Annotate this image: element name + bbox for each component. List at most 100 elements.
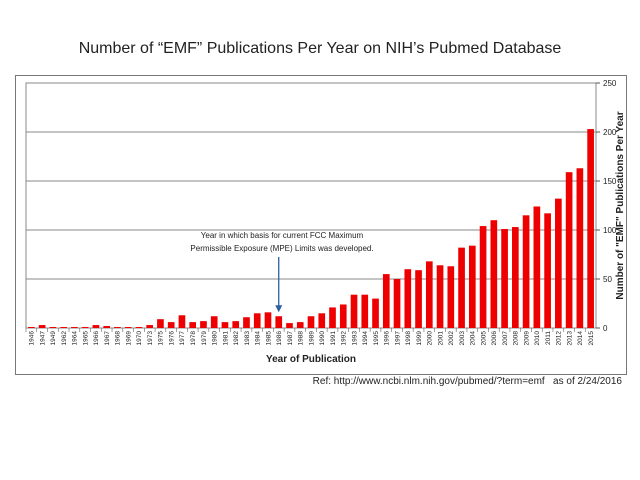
bar bbox=[565, 172, 573, 328]
x-tick-label: 1976 bbox=[168, 331, 175, 346]
bar bbox=[425, 261, 433, 328]
bar bbox=[404, 269, 412, 328]
bar bbox=[490, 220, 498, 328]
bar bbox=[468, 245, 476, 328]
bar bbox=[146, 325, 154, 328]
bar bbox=[275, 316, 283, 328]
bar bbox=[436, 265, 444, 328]
x-tick-label: 1992 bbox=[341, 331, 348, 346]
x-tick-label: 1965 bbox=[82, 331, 89, 346]
x-tick-label: 1980 bbox=[212, 331, 219, 346]
bar bbox=[157, 319, 164, 328]
x-tick-label: 2010 bbox=[534, 331, 541, 346]
x-tick-label: 1966 bbox=[93, 331, 100, 346]
bar bbox=[135, 327, 143, 328]
x-tick-label: 1946 bbox=[29, 331, 36, 346]
chart-frame: 0 50 100 150 200 250 1946 1947 1949 1962 1964 1965 1… bbox=[15, 75, 627, 375]
x-tick-label: 1983 bbox=[244, 331, 251, 346]
x-tick-label: 1996 bbox=[384, 331, 391, 346]
bar bbox=[200, 321, 207, 328]
x-tick-label: 2000 bbox=[427, 331, 434, 346]
x-tick-label: 1962 bbox=[61, 331, 68, 346]
bar bbox=[447, 266, 455, 328]
y-tick-label: 50 bbox=[603, 275, 612, 284]
y-tick-label: 100 bbox=[603, 226, 617, 235]
x-tick-label: 1991 bbox=[330, 331, 337, 346]
x-tick-label: 2008 bbox=[513, 331, 520, 346]
x-tick-label: 2007 bbox=[502, 331, 509, 346]
bar bbox=[307, 316, 315, 328]
bar bbox=[393, 279, 401, 328]
x-tick-label: 1987 bbox=[287, 331, 294, 346]
x-tick-label: 1978 bbox=[190, 331, 197, 346]
annotation-arrow-head bbox=[275, 305, 283, 313]
bar bbox=[339, 304, 347, 328]
x-tick-label: 1949 bbox=[50, 331, 57, 346]
x-tick-label: 1988 bbox=[298, 331, 305, 346]
bar bbox=[178, 315, 186, 328]
bar bbox=[479, 226, 487, 328]
bar bbox=[501, 229, 508, 328]
y-tick-label: 150 bbox=[603, 177, 617, 186]
x-tick-label: 2009 bbox=[523, 331, 530, 346]
reference-note: Ref: http://www.ncbi.nlm.nih.gov/pubmed/… bbox=[312, 376, 622, 387]
x-tick-label: 2012 bbox=[556, 331, 563, 346]
x-tick-label: 1984 bbox=[255, 331, 262, 346]
bar bbox=[38, 325, 46, 328]
x-tick-label: 1995 bbox=[373, 331, 380, 346]
x-tick-label: 1997 bbox=[394, 331, 401, 346]
x-tick-label: 2011 bbox=[545, 331, 552, 345]
bar bbox=[232, 321, 240, 328]
x-tick-label: 1993 bbox=[351, 331, 358, 346]
bar bbox=[286, 323, 293, 328]
bar bbox=[350, 294, 358, 328]
y-tick-label: 0 bbox=[603, 324, 608, 333]
x-tick-label: 2015 bbox=[588, 331, 595, 346]
bar bbox=[167, 322, 175, 328]
plot-area bbox=[25, 82, 597, 329]
x-tick-label: 1973 bbox=[147, 331, 154, 346]
bar bbox=[221, 322, 229, 328]
bar bbox=[210, 316, 218, 328]
x-tick-label: 2004 bbox=[470, 331, 477, 346]
bar bbox=[522, 215, 530, 328]
bar bbox=[264, 312, 272, 328]
bar bbox=[114, 327, 121, 328]
x-tick-label: 2001 bbox=[437, 331, 444, 346]
bar bbox=[296, 322, 304, 328]
x-tick-label: 2005 bbox=[480, 331, 487, 346]
bar-chart: 0 50 100 150 200 250 1946 1947 1949 1962 1964 1965 1… bbox=[25, 79, 626, 365]
x-tick-label: 1975 bbox=[158, 331, 165, 346]
x-tick-label: 2006 bbox=[491, 331, 498, 346]
bar bbox=[329, 307, 336, 328]
bar bbox=[103, 326, 110, 328]
x-tick-label: 1977 bbox=[179, 331, 186, 346]
x-tick-label: 1999 bbox=[416, 331, 423, 346]
x-tick-label: 2003 bbox=[459, 331, 466, 346]
bar bbox=[544, 213, 551, 328]
bar bbox=[71, 327, 78, 328]
bar bbox=[189, 322, 197, 328]
x-tick-label: 1998 bbox=[405, 331, 412, 346]
bar bbox=[587, 129, 594, 328]
x-tick-label: 2013 bbox=[566, 331, 573, 346]
y-tick-label: 250 bbox=[603, 79, 617, 88]
y-tick-label: 200 bbox=[603, 128, 617, 137]
x-tick-label: 1994 bbox=[362, 331, 369, 346]
bar bbox=[576, 168, 584, 328]
x-tick-label: 1964 bbox=[72, 331, 79, 346]
chart-title: Number of “EMF” Publications Per Year on… bbox=[78, 40, 562, 57]
x-tick-label: 1990 bbox=[319, 331, 326, 346]
bar bbox=[533, 206, 541, 328]
bar bbox=[415, 270, 422, 328]
bar bbox=[318, 313, 326, 328]
x-tick-label: 1982 bbox=[233, 331, 240, 346]
x-tick-label: 1970 bbox=[136, 331, 143, 346]
bar bbox=[243, 317, 250, 328]
x-tick-label: 1979 bbox=[201, 331, 208, 346]
bar bbox=[458, 247, 465, 328]
bar bbox=[49, 327, 57, 328]
x-tick-label: 1985 bbox=[265, 331, 272, 346]
bar bbox=[382, 274, 390, 328]
x-axis-label: Year of Publication bbox=[266, 354, 356, 365]
